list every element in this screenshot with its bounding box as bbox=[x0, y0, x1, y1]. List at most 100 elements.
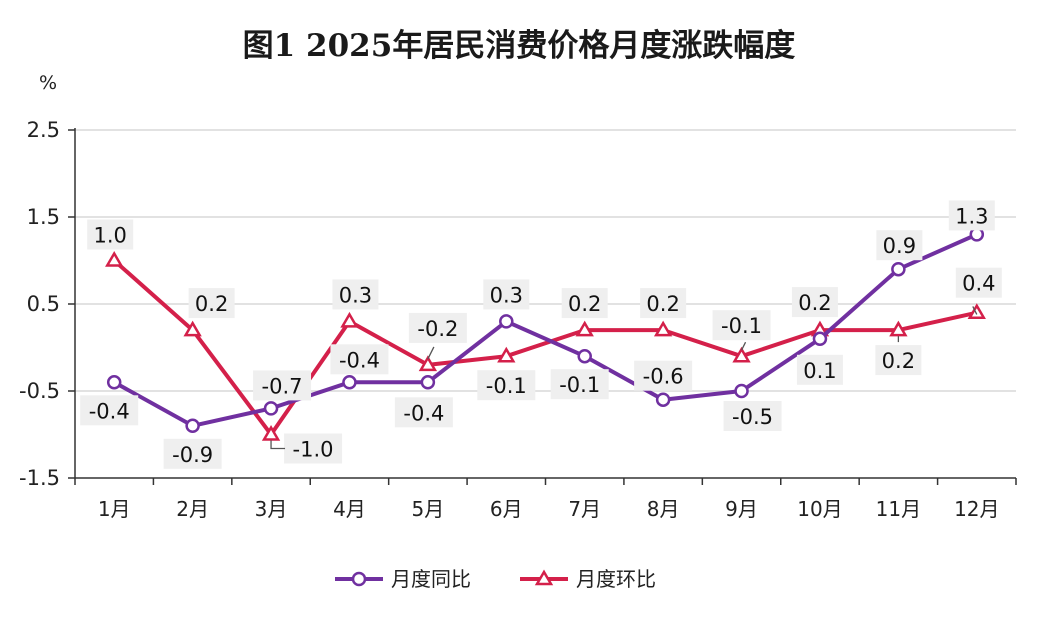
data-label-bg bbox=[408, 312, 467, 343]
data-label-bg bbox=[796, 354, 843, 385]
data-label: -0.4 bbox=[339, 348, 380, 372]
data-point-circle bbox=[891, 261, 906, 277]
data-point-circle bbox=[499, 314, 514, 329]
data-point-circle bbox=[351, 571, 367, 587]
data-label-bg bbox=[188, 288, 235, 319]
data-label: 0.2 bbox=[195, 292, 228, 316]
data-point-circle bbox=[263, 401, 279, 416]
data-point-circle bbox=[734, 383, 749, 399]
series-lines bbox=[105, 227, 986, 441]
x-tick-label: 10月 bbox=[797, 497, 842, 521]
x-tick-label: 3月 bbox=[255, 497, 288, 521]
data-label: 0.2 bbox=[568, 292, 601, 316]
data-labels: -0.4 -0.9 -0.7 -0.4 -0.4 0.3 -0.1 -0.6 -0.5 0.1 0.… bbox=[80, 200, 1002, 469]
data-label-bg bbox=[948, 200, 995, 231]
data-point-triangle bbox=[497, 346, 516, 363]
data-label-bg bbox=[477, 370, 536, 401]
data-point-circle bbox=[106, 375, 122, 390]
data-label-bg bbox=[561, 288, 608, 319]
data-point-circle bbox=[185, 418, 200, 434]
data-point-circle bbox=[577, 348, 592, 364]
data-label-bg bbox=[876, 230, 923, 261]
data-label: 1.0 bbox=[94, 224, 127, 248]
data-label: -0.1 bbox=[721, 314, 762, 338]
y-tick-label: -1.5 bbox=[19, 466, 60, 490]
data-label: 0.9 bbox=[883, 234, 916, 258]
data-label: 0.3 bbox=[490, 283, 523, 307]
data-label-bg bbox=[87, 219, 134, 250]
x-tick-label: 1月 bbox=[98, 497, 131, 521]
data-label-bg bbox=[483, 279, 530, 310]
data-point-triangle bbox=[183, 320, 202, 337]
data-label: 0.3 bbox=[339, 283, 372, 307]
data-point-circle bbox=[655, 392, 671, 407]
data-label-bg bbox=[80, 395, 139, 426]
x-tick-label: 6月 bbox=[490, 497, 523, 521]
x-tick-label: 4月 bbox=[333, 497, 366, 521]
x-tick-label: 8月 bbox=[647, 497, 680, 521]
x-tick-label: 2月 bbox=[176, 497, 209, 521]
data-label: 0.2 bbox=[882, 349, 915, 373]
data-point-triangle bbox=[967, 303, 986, 319]
data-point-triangle bbox=[105, 251, 124, 267]
y-tick-label: -0.5 bbox=[19, 379, 60, 403]
data-label: -0.9 bbox=[172, 443, 213, 467]
data-label: 0.2 bbox=[646, 292, 679, 316]
data-label: 0.1 bbox=[803, 359, 836, 383]
data-label: 0.2 bbox=[798, 291, 831, 315]
data-label-bg bbox=[163, 438, 222, 469]
axes: 2.5 1.5 0.5 -0.5 -1.5 1月 2月 3月 4月 5月 6月 7月 8月 9月 10月 11… bbox=[19, 118, 1017, 521]
data-label: -0.1 bbox=[486, 374, 527, 398]
data-label-bg bbox=[550, 369, 609, 400]
data-label: -0.5 bbox=[732, 405, 773, 429]
data-label: -0.7 bbox=[262, 374, 303, 398]
data-point-triangle bbox=[418, 355, 438, 372]
data-label: -0.4 bbox=[89, 399, 130, 423]
legend-label: 月度环比 bbox=[576, 567, 656, 591]
y-tick-label: 0.5 bbox=[27, 292, 60, 316]
data-point-triangle bbox=[653, 320, 673, 337]
data-point-circle bbox=[812, 331, 828, 347]
data-label: -0.2 bbox=[417, 317, 458, 341]
data-label-bg bbox=[712, 310, 771, 341]
data-point-triangle bbox=[575, 320, 594, 337]
data-label: -1.0 bbox=[293, 438, 334, 462]
grid-lines bbox=[75, 129, 1016, 392]
x-tick-label: 7月 bbox=[568, 497, 601, 521]
series-line bbox=[113, 232, 978, 428]
x-tick-label: 9月 bbox=[725, 497, 758, 521]
y-axis-unit: % bbox=[39, 72, 57, 94]
data-point-triangle bbox=[534, 569, 554, 586]
x-tick-label: 5月 bbox=[412, 497, 445, 521]
label-leader-line bbox=[740, 341, 747, 351]
data-label-bg bbox=[394, 397, 453, 428]
data-point-circle bbox=[420, 375, 436, 390]
data-label-bg bbox=[253, 370, 312, 401]
label-leader-line bbox=[972, 306, 978, 315]
data-label-bg bbox=[330, 344, 389, 375]
label-leader-line bbox=[427, 346, 435, 360]
data-label: -0.4 bbox=[403, 401, 444, 425]
data-label-bg bbox=[875, 345, 922, 376]
data-label-bg bbox=[955, 267, 1002, 298]
data-label: 0.4 bbox=[962, 272, 995, 296]
data-label-bg bbox=[332, 279, 379, 310]
series-line bbox=[112, 259, 978, 437]
data-point-triangle bbox=[261, 425, 281, 441]
data-point-triangle bbox=[732, 346, 751, 363]
y-tick-label: 1.5 bbox=[27, 205, 60, 229]
chart-title: 图1 2025年居民消费价格月度涨跌幅度 bbox=[243, 28, 796, 64]
data-label-bg bbox=[284, 433, 343, 464]
data-label: 1.3 bbox=[955, 204, 988, 228]
data-label: -0.1 bbox=[559, 373, 600, 397]
data-point-triangle bbox=[889, 320, 908, 337]
data-point-circle bbox=[342, 375, 357, 390]
data-label-bg bbox=[723, 401, 782, 431]
data-label: -0.6 bbox=[643, 365, 684, 389]
legend: 月度同比 月度环比 bbox=[335, 567, 656, 591]
x-tick-label: 11月 bbox=[876, 497, 921, 521]
data-label-bg bbox=[640, 288, 687, 319]
data-point-triangle bbox=[340, 311, 359, 328]
legend-label: 月度同比 bbox=[391, 567, 471, 591]
